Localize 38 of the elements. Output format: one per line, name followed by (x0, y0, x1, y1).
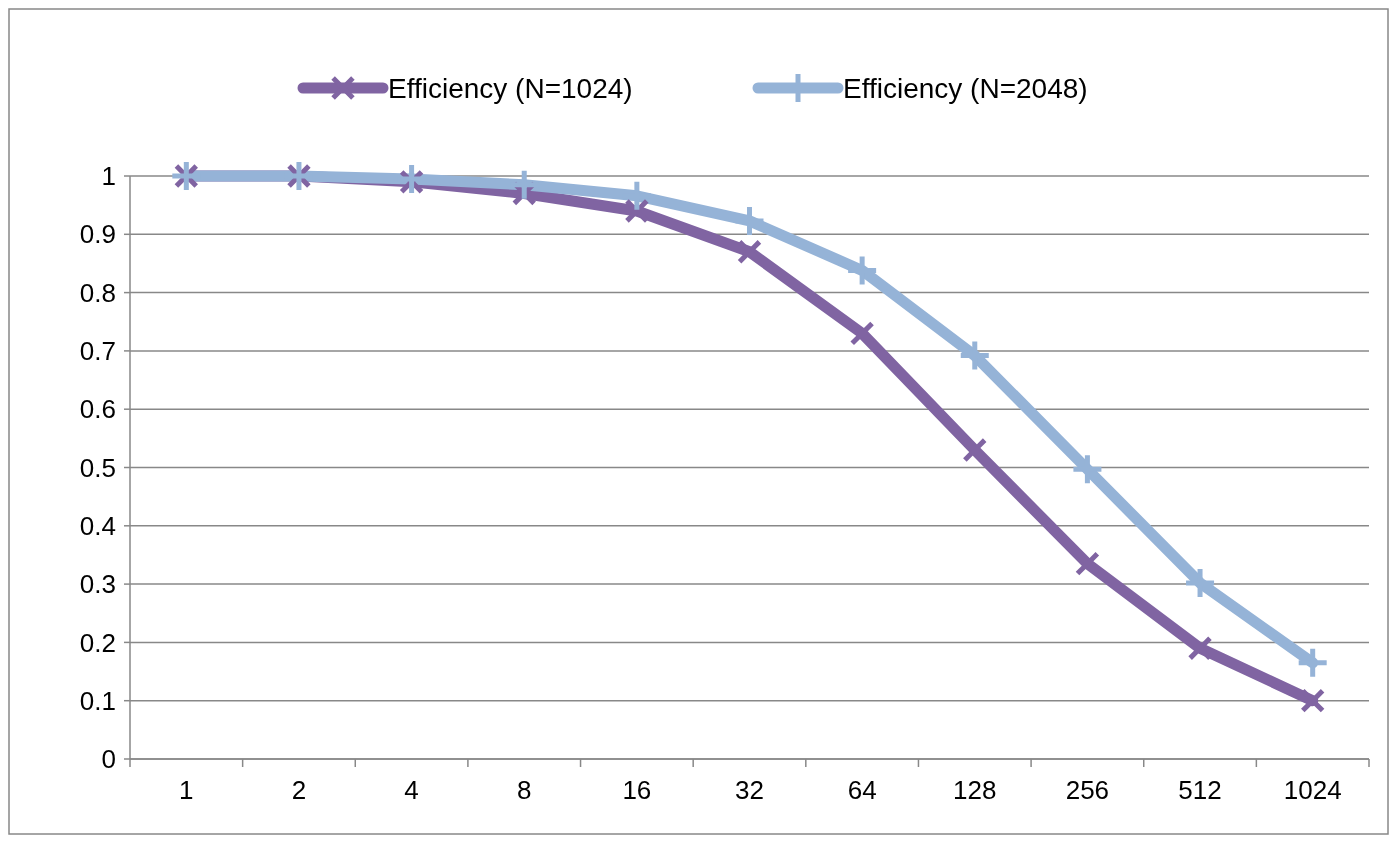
x-tick-label: 1 (179, 775, 194, 805)
point (1301, 689, 1325, 713)
legend-label: Efficiency (N=2048) (843, 72, 1088, 104)
y-tick-label: 0.6 (79, 394, 116, 425)
x-tick-label: 16 (622, 775, 652, 805)
x-tick-label: 2 (291, 775, 307, 805)
x-tick-label: 64 (847, 775, 877, 805)
y-tick-label: 1 (101, 161, 116, 192)
point (963, 438, 987, 462)
x-tick-label: 256 (1065, 775, 1110, 805)
y-tick-label: 0.5 (79, 452, 116, 483)
point (737, 240, 762, 264)
legend-label: Efficiency (N=1024) (388, 72, 633, 104)
point (625, 199, 649, 223)
point (1075, 552, 1100, 576)
point (735, 206, 764, 235)
y-tick-label: 0.2 (79, 627, 116, 658)
y-tick-label: 0.4 (79, 510, 116, 541)
point (960, 341, 989, 370)
y-tick-label: 0 (101, 744, 116, 775)
x-tick-label: 512 (1178, 775, 1222, 805)
x-tick-label: 4 (404, 775, 419, 805)
x-tick-label: 128 (953, 775, 997, 805)
y-tick-label: 0.9 (79, 219, 116, 250)
point (1073, 455, 1102, 484)
point (1298, 648, 1327, 677)
x-tick-label: 8 (516, 775, 532, 805)
point (1186, 568, 1215, 597)
point (850, 321, 874, 346)
y-tick-label: 0.3 (79, 569, 116, 600)
y-tick-label: 0.8 (79, 277, 116, 308)
x-tick-label: 32 (735, 775, 764, 805)
point (510, 170, 539, 199)
y-tick-label: 0.1 (79, 685, 116, 716)
point (1188, 636, 1212, 660)
point (848, 256, 877, 285)
x-tick-label: 1024 (1283, 775, 1342, 805)
y-tick-label: 0.7 (79, 336, 116, 366)
